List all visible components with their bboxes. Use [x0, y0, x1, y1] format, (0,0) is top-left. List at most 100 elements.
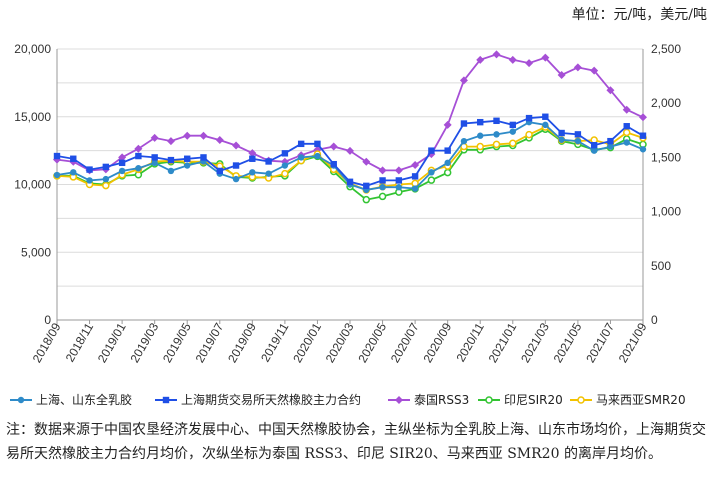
x-tick-label: 2019/07: [193, 320, 227, 365]
y-tick-label: 20,000: [14, 42, 51, 56]
data-point: [590, 147, 598, 154]
footnote: 注：数据来源于中国农垦经济发展中心、中国天然橡胶协会，主纵坐标为全乳胶上海、山东…: [6, 422, 706, 462]
data-point: [70, 169, 77, 176]
data-point: [281, 150, 289, 157]
data-point: [493, 117, 500, 125]
axes: [56, 49, 644, 320]
y-tick-label: 10,000: [14, 178, 51, 192]
legend-label: 印尼SIR20: [504, 393, 563, 407]
legend-item: 上海期货交易所天然橡胶主力合约: [155, 392, 361, 407]
data-point: [573, 63, 582, 72]
data-point: [639, 146, 647, 153]
legend-swatch-marker: [17, 396, 25, 404]
x-tick-label: 2020/09: [420, 320, 454, 365]
data-point: [216, 167, 223, 175]
data-point: [151, 159, 158, 167]
data-point: [542, 113, 549, 120]
legend-swatch-marker: [162, 396, 170, 404]
x-tick-label: 2020/01: [290, 320, 324, 365]
y2-tick-label: 1,000: [651, 205, 681, 219]
data-point: [411, 185, 419, 192]
data-point: [525, 114, 533, 122]
x-tick-label: 2021/09: [616, 320, 650, 365]
data-point: [444, 147, 451, 154]
legend-item: 上海、山东全乳胶: [10, 392, 132, 407]
x-tick-label: 2020/11: [453, 320, 487, 364]
data-point: [183, 131, 192, 140]
data-point: [281, 162, 289, 169]
data-point: [363, 182, 370, 190]
data-point: [150, 133, 159, 142]
x-tick-label: 2021/07: [583, 320, 617, 365]
y2-tick-label: 2,500: [651, 42, 681, 56]
data-point: [378, 192, 387, 201]
y-tick-label: 15,000: [14, 110, 51, 124]
data-point: [134, 144, 143, 153]
unit-label: 单位：元/吨，美元/吨: [571, 7, 707, 23]
y2-axis-ticks: 0 500 1,000 1,500 2,000 2,500: [651, 42, 681, 327]
data-point: [542, 121, 549, 129]
x-tick-label: 2021/05: [551, 320, 585, 365]
data-point: [135, 152, 142, 160]
data-point: [558, 136, 565, 143]
data-point: [607, 143, 614, 150]
x-tick-label: 2019/09: [225, 320, 259, 365]
y2-tick-label: 0: [651, 313, 658, 327]
data-point: [574, 137, 582, 145]
data-point: [151, 154, 158, 161]
data-point: [184, 162, 191, 169]
data-point: [215, 136, 224, 145]
series-2: [53, 113, 647, 190]
y-tick-label: 5,000: [21, 245, 51, 259]
data-point: [199, 131, 208, 140]
data-point: [574, 131, 582, 138]
y2-tick-label: 1,500: [651, 150, 681, 164]
data-point: [118, 159, 126, 167]
data-point: [249, 155, 256, 162]
data-point: [167, 156, 175, 164]
data-point: [395, 177, 403, 184]
data-point: [590, 66, 599, 75]
data-point: [606, 86, 615, 95]
data-point: [379, 177, 386, 184]
data-point: [557, 71, 566, 80]
data-point: [379, 184, 386, 191]
data-point: [53, 171, 61, 179]
data-point: [118, 153, 127, 162]
line-chart: 2018/09 2018/112019/012019/032019/052019/…: [10, 42, 686, 407]
data-point: [265, 170, 272, 177]
data-point: [493, 131, 500, 138]
data-point: [346, 178, 354, 185]
data-point: [623, 123, 630, 130]
y2-tick-label: 2,000: [651, 96, 681, 110]
x-tick-label: 2021/01: [486, 320, 520, 365]
data-point: [362, 195, 371, 204]
data-point: [622, 105, 631, 114]
data-point: [53, 152, 61, 160]
data-point: [314, 140, 321, 148]
data-point: [411, 160, 420, 169]
legend-label: 上海期货交易所天然橡胶主力合约: [181, 392, 361, 407]
legend-item: 泰国RSS3: [388, 393, 469, 407]
data-point: [477, 132, 484, 139]
data-point: [378, 166, 387, 175]
data-point: [558, 129, 565, 137]
x-tick-label: 2020/07: [388, 320, 422, 365]
data-point: [167, 167, 175, 175]
data-point: [297, 140, 305, 148]
x-axis-ticks: 2018/09 2018/112019/012019/032019/052019/…: [30, 320, 650, 365]
legend: 上海、山东全乳胶 上海期货交易所天然橡胶主力合约 泰国RSS3 印尼SIR20 马来西亚…: [10, 392, 686, 407]
data-point: [622, 128, 631, 137]
data-point: [492, 140, 501, 149]
data-point: [362, 157, 371, 166]
data-point: [427, 176, 436, 184]
data-point: [232, 162, 240, 169]
x-tick-label: 2020/05: [355, 320, 389, 365]
y-axis-ticks: 0 5,000 10,000 15,000 20,000: [14, 42, 51, 327]
data-point: [265, 158, 272, 165]
data-point: [492, 50, 501, 59]
x-tick-label: 2019/05: [160, 320, 194, 365]
data-point: [639, 113, 647, 122]
data-point: [444, 159, 451, 167]
data-point: [443, 120, 452, 129]
